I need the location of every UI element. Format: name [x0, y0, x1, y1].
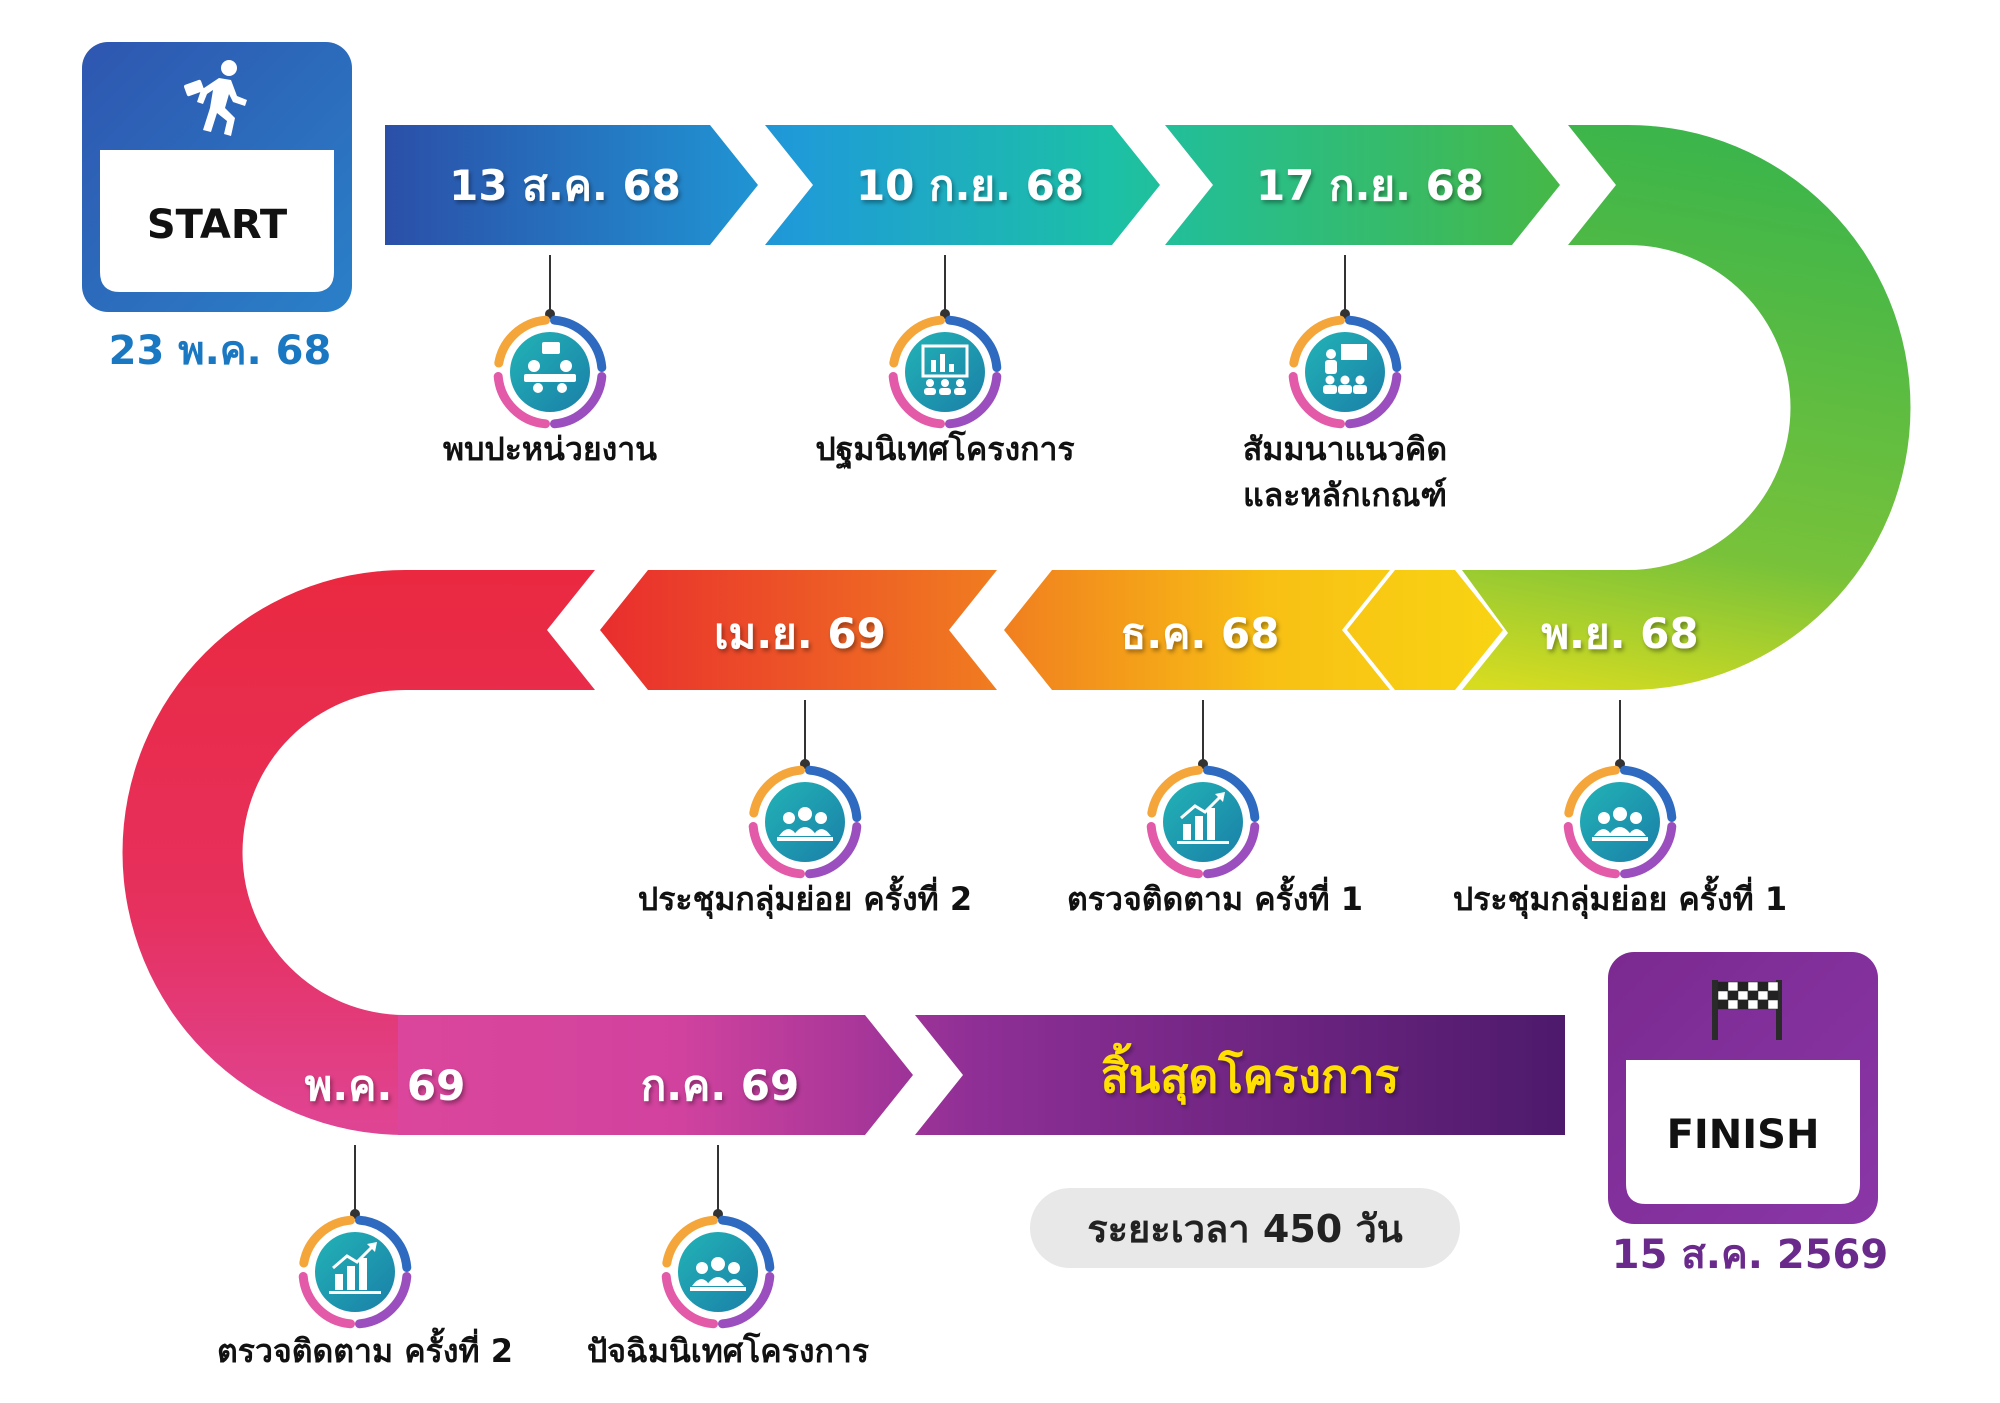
curve-left — [122, 570, 595, 1135]
milestone-caption: ปัจฉิมนิเทศโครงการ — [587, 1332, 869, 1370]
checkered-flag-icon — [1712, 980, 1782, 1040]
flag-square — [1727, 990, 1739, 1001]
presentation-board-icon — [888, 315, 1002, 429]
flag-square — [1717, 999, 1729, 1010]
chevron-1 — [385, 125, 758, 245]
chevron-3 — [1165, 125, 1560, 245]
curve-left-joint — [398, 1015, 480, 1135]
milestone-caption: พบปะหน่วยงาน — [443, 430, 657, 468]
chevron-4 — [1347, 570, 1503, 690]
flag-square — [1747, 990, 1759, 1001]
milestone-caption: ประชุมกลุ่มย่อย ครั้งที่ 1 — [1453, 875, 1787, 920]
meeting-table-icon — [493, 315, 607, 429]
flag-square — [1757, 981, 1769, 992]
milestone-date: 17 ก.ย. 68 — [1256, 161, 1484, 210]
milestone-date: ธ.ค. 68 — [1121, 609, 1280, 658]
milestone-caption: สัมมนาแนวคิด — [1243, 430, 1447, 468]
flag-square — [1737, 981, 1749, 992]
start-label: START — [147, 202, 288, 248]
flag-square — [1747, 981, 1759, 992]
flag-square — [1767, 999, 1779, 1010]
chevron-may69-final — [475, 1015, 568, 1135]
flag-square — [1717, 990, 1729, 1001]
curve-right — [1462, 125, 1911, 690]
chart-icon — [1146, 765, 1260, 879]
chevron-5 — [1004, 570, 1390, 690]
chart-icon — [298, 1215, 412, 1329]
finish-label: FINISH — [1667, 1112, 1820, 1158]
milestone-caption: ปฐมนิเทศโครงการ — [815, 430, 1074, 470]
finish-box — [1608, 952, 1878, 1224]
flag-square — [1727, 999, 1739, 1010]
flag-square — [1767, 990, 1779, 1001]
milestone-caption: ประชุมกลุ่มย่อย ครั้งที่ 2 — [638, 875, 972, 920]
chevron-end-project — [915, 1015, 1565, 1135]
runner-icon — [184, 60, 247, 136]
group-icon — [1563, 765, 1677, 879]
milestone-caption: ตรวจติดตาม ครั้งที่ 1 — [1067, 875, 1363, 918]
duration-badge: ระยะเวลา 450 วัน — [1030, 1188, 1460, 1268]
group-icon — [748, 765, 862, 879]
start-date: 23 พ.ค. 68 — [108, 328, 332, 374]
chevron-2 — [765, 125, 1160, 245]
chevron-jul69 — [515, 1015, 913, 1135]
seminar-icon — [1288, 315, 1402, 429]
flag-square — [1727, 981, 1739, 992]
milestone-date: เม.ย. 69 — [714, 609, 886, 658]
flag-square — [1747, 999, 1759, 1010]
milestone-date: พ.ค. 69 — [305, 1061, 466, 1110]
milestone-caption: ตรวจติดตาม ครั้งที่ 2 — [217, 1327, 513, 1370]
flag-square — [1757, 999, 1769, 1010]
group-icon — [661, 1215, 775, 1329]
flag-square — [1737, 999, 1749, 1010]
chevron-6 — [600, 570, 997, 690]
start-box — [82, 42, 352, 312]
flag-square — [1767, 981, 1779, 992]
milestone-date: ก.ค. 69 — [641, 1061, 800, 1110]
milestone-date: พ.ย. 68 — [1541, 609, 1698, 658]
milestone-date: 13 ส.ค. 68 — [449, 161, 681, 210]
finish-date: 15 ส.ค. 2569 — [1611, 1232, 1889, 1278]
flag-square — [1757, 990, 1769, 1001]
milestone-date: 10 ก.ย. 68 — [856, 161, 1084, 210]
flag-square — [1737, 990, 1749, 1001]
milestone-caption: และหลักเกณฑ์ — [1243, 476, 1447, 514]
end-project-label: สิ้นสุดโครงการ — [1101, 1042, 1400, 1105]
flag-square — [1717, 981, 1729, 992]
duration-text: ระยะเวลา 450 วัน — [1087, 1206, 1403, 1251]
